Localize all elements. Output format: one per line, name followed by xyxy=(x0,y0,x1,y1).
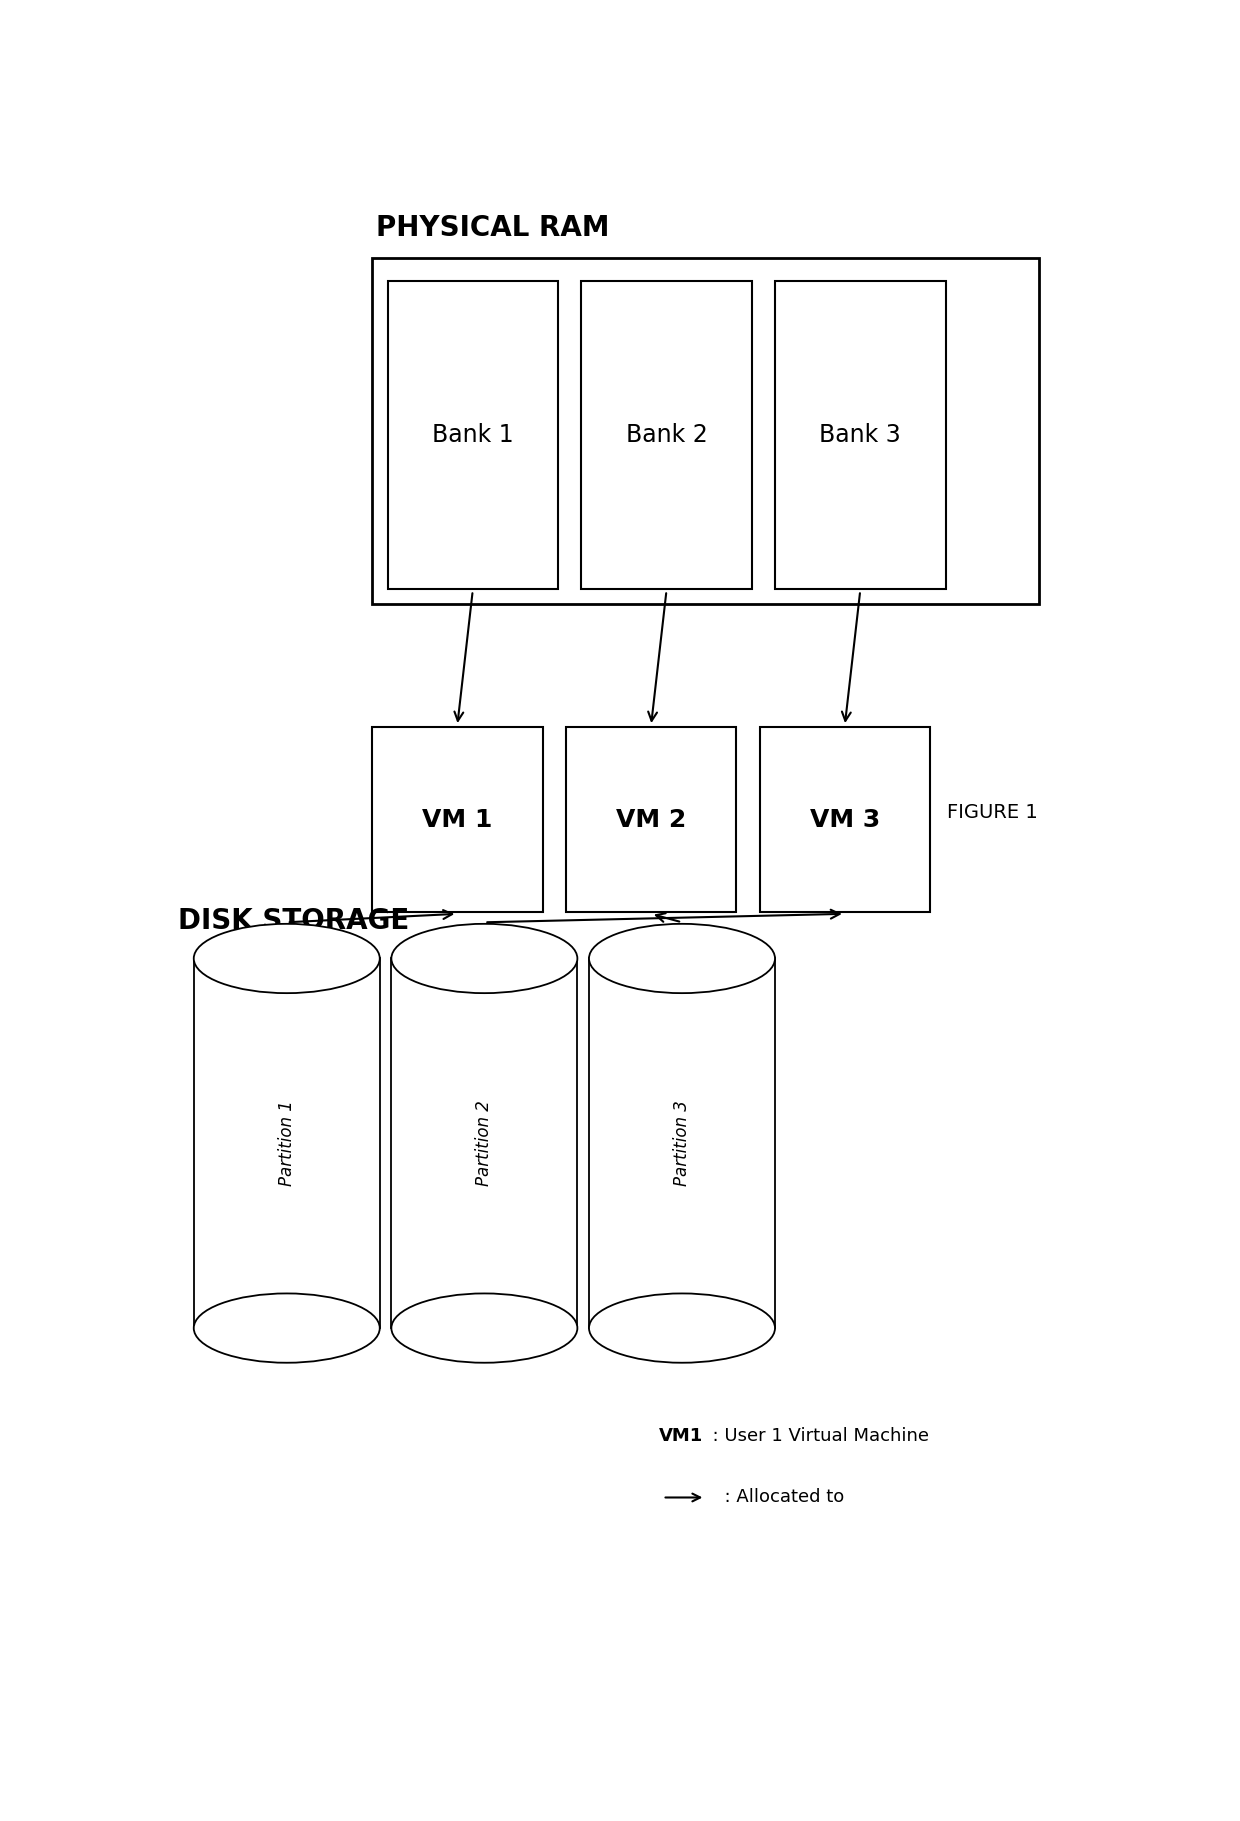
Text: Bank 2: Bank 2 xyxy=(626,422,707,446)
Text: VM 2: VM 2 xyxy=(616,809,686,832)
Bar xyxy=(372,728,543,912)
Text: FIGURE 1: FIGURE 1 xyxy=(946,803,1038,821)
Text: DISK STORAGE: DISK STORAGE xyxy=(179,907,409,936)
Text: VM1: VM1 xyxy=(658,1428,703,1444)
Ellipse shape xyxy=(589,923,775,992)
Text: Partition 2: Partition 2 xyxy=(475,1100,494,1185)
Bar xyxy=(387,280,558,588)
Ellipse shape xyxy=(589,1293,775,1362)
Bar xyxy=(589,958,775,1328)
Ellipse shape xyxy=(193,1293,379,1362)
Text: : User 1 Virtual Machine: : User 1 Virtual Machine xyxy=(702,1428,929,1444)
Text: Bank 3: Bank 3 xyxy=(820,422,901,446)
Bar xyxy=(392,958,578,1328)
Text: VM 1: VM 1 xyxy=(422,809,492,832)
Ellipse shape xyxy=(392,923,578,992)
Bar xyxy=(372,259,1039,605)
Text: Partition 3: Partition 3 xyxy=(673,1100,691,1185)
Ellipse shape xyxy=(193,923,379,992)
Ellipse shape xyxy=(392,1293,578,1362)
Text: VM 3: VM 3 xyxy=(810,809,880,832)
Bar xyxy=(193,958,379,1328)
Bar xyxy=(759,728,930,912)
Text: PHYSICAL RAM: PHYSICAL RAM xyxy=(376,215,609,242)
Text: Bank 1: Bank 1 xyxy=(432,422,513,446)
Text: Partition 1: Partition 1 xyxy=(278,1100,296,1185)
Bar xyxy=(775,280,945,588)
Bar xyxy=(565,728,737,912)
Bar xyxy=(582,280,751,588)
Text: : Allocated to: : Allocated to xyxy=(713,1488,844,1506)
